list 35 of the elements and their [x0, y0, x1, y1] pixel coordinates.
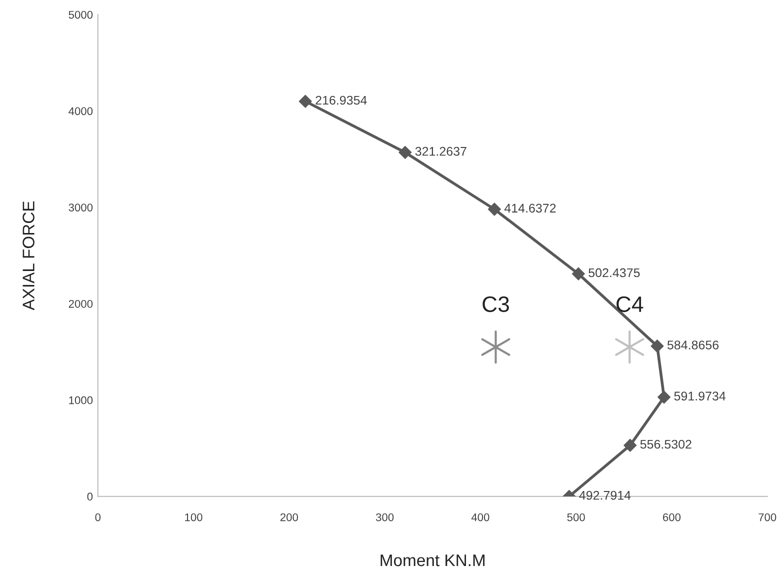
point [650, 340, 664, 353]
point [657, 390, 671, 404]
annotation: 216.9354 [316, 96, 367, 105]
point [398, 146, 412, 159]
x-tick-label: 500 [567, 513, 585, 522]
annotation: 556.5302 [640, 440, 692, 449]
series-label: C3 [482, 296, 509, 312]
annotation: 321.2637 [415, 146, 466, 156]
point [624, 438, 637, 452]
annotation: 414.6372 [504, 204, 556, 213]
y-tick-label: 0 [87, 492, 93, 501]
y-tick-label: 2000 [68, 300, 93, 308]
x-tick-label: 400 [471, 513, 490, 522]
x-tick-label: 100 [185, 513, 202, 522]
x-axis-title: Moment KN.M [380, 554, 484, 566]
series-label: C4 [616, 296, 644, 312]
y-axis-title: AXIAL FORCE [22, 201, 34, 310]
x-tick-label: 600 [663, 513, 681, 522]
point [298, 94, 312, 108]
annotation: 502.4375 [588, 268, 640, 278]
annotation: 492.7914 [579, 490, 631, 500]
y-tick-label: 3000 [68, 204, 93, 212]
y-tick-label: 5000 [68, 10, 93, 19]
x-tick-label: 300 [376, 513, 394, 522]
y-tick-label: 4000 [68, 107, 93, 116]
y-tick-label: 1000 [69, 396, 93, 404]
x-tick-label: 0 [95, 513, 101, 522]
point [488, 202, 501, 216]
point [572, 267, 585, 280]
point [615, 330, 644, 364]
x-tick-label: 700 [758, 513, 776, 522]
x-tick-label: 200 [280, 513, 298, 522]
annotation: 584.8656 [667, 340, 719, 350]
annotation: 591.9734 [674, 392, 726, 401]
point [481, 330, 510, 364]
